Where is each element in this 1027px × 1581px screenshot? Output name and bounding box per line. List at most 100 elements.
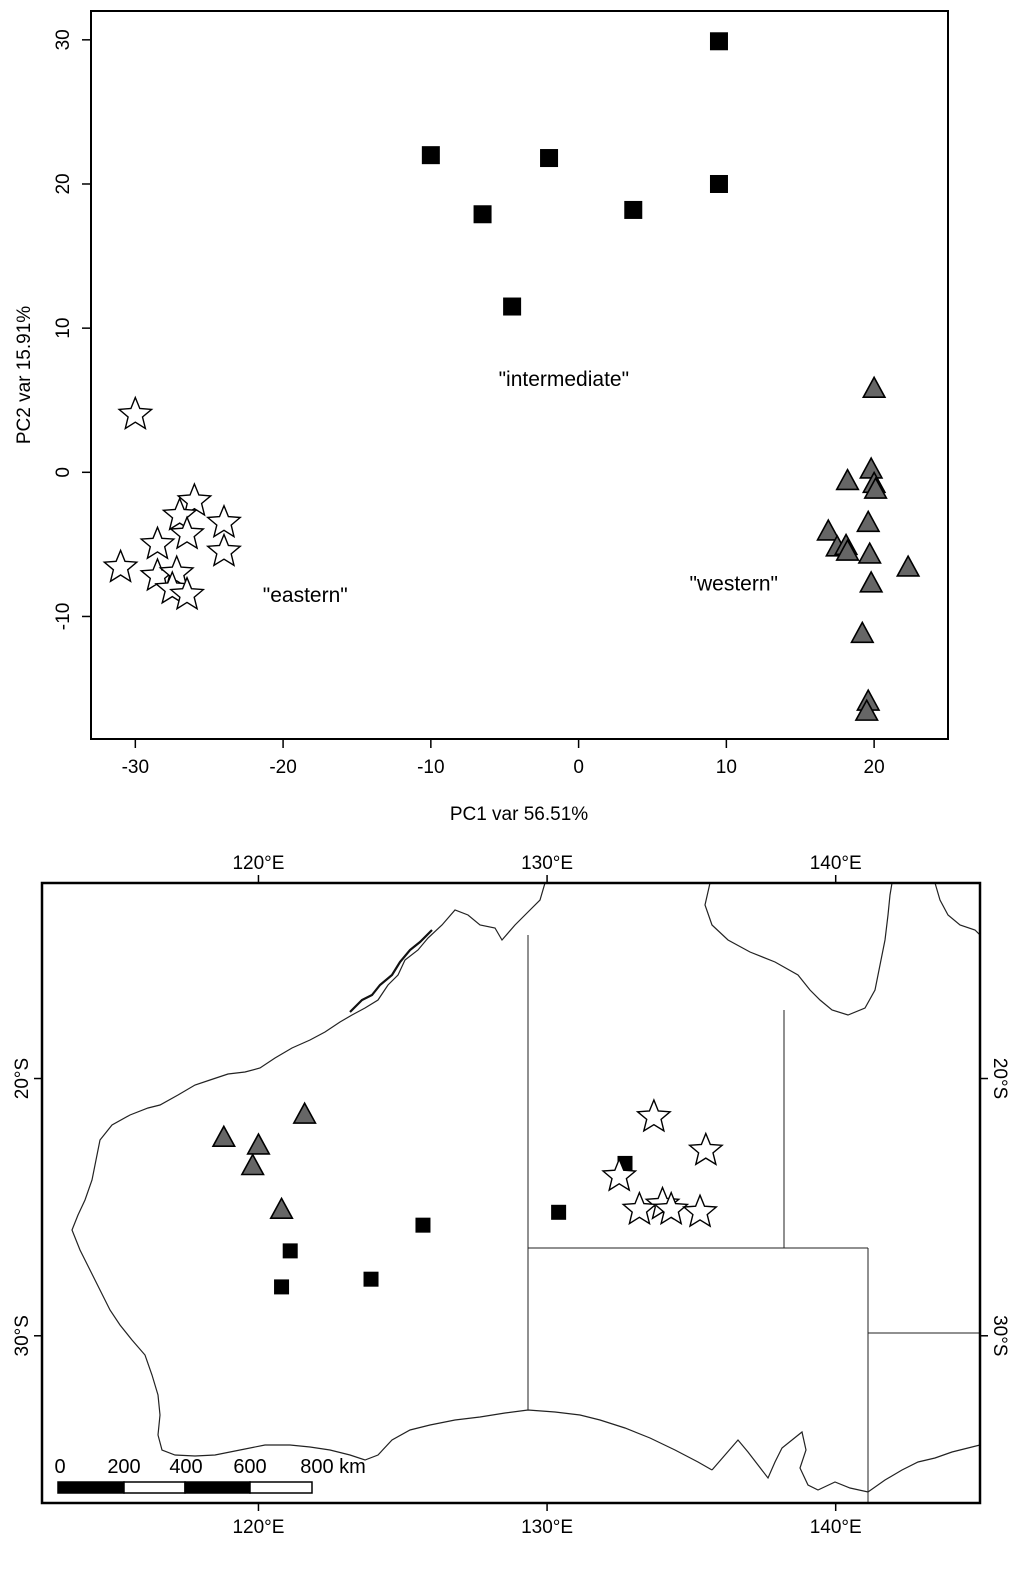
lat-tick-label-right: 20°S xyxy=(989,1058,1010,1099)
coastline-top-end xyxy=(704,883,893,1016)
pca-plot-frame xyxy=(90,10,949,740)
square-marker xyxy=(282,1243,298,1259)
square-marker xyxy=(421,146,440,165)
map-latitude-axis: 20°S 20°S 30°S 30°S xyxy=(12,1058,1010,1357)
star-marker xyxy=(139,525,176,560)
square-marker xyxy=(709,174,728,193)
cluster-label: "intermediate" xyxy=(499,368,629,391)
star-marker xyxy=(682,1193,719,1228)
y-tick-label: 10 xyxy=(53,318,74,339)
scale-bar-label: 800 km xyxy=(300,1456,366,1478)
map-sample-points xyxy=(211,1098,724,1295)
pca-y-axis: -10 0 10 20 30 xyxy=(53,29,91,630)
pca-x-axis-label: PC1 var 56.51% xyxy=(450,804,588,825)
star-marker xyxy=(601,1157,638,1192)
cluster-label: "eastern" xyxy=(263,584,348,607)
star-marker xyxy=(687,1131,724,1166)
triangle-marker xyxy=(816,518,841,541)
map-longitude-axis: 120°E 120°E 130°E 130°E 140°E 140°E xyxy=(232,853,861,1538)
triangle-marker xyxy=(861,375,887,399)
y-tick-label: 30 xyxy=(53,29,74,50)
square-marker xyxy=(709,32,728,51)
star-marker xyxy=(169,515,206,550)
scale-bar-label: 200 xyxy=(107,1456,140,1478)
x-tick-label: 10 xyxy=(716,757,737,778)
star-marker xyxy=(176,482,213,517)
x-tick-label: 0 xyxy=(573,757,584,778)
star-marker xyxy=(653,1190,690,1226)
lat-tick-label-left: 20°S xyxy=(12,1058,33,1099)
triangle-marker xyxy=(850,620,875,644)
x-tick-label: -20 xyxy=(269,757,296,778)
scale-bar-segment xyxy=(184,1481,251,1494)
star-marker xyxy=(635,1098,672,1133)
star-marker xyxy=(205,532,242,567)
lon-tick-label-top: 140°E xyxy=(810,853,862,874)
scale-bar: 0 200 400 600 800 km xyxy=(54,1456,366,1494)
coastline-kimberley-islands xyxy=(349,929,433,1013)
triangle-marker xyxy=(857,541,882,564)
scale-bar-segment xyxy=(249,1481,313,1494)
square-marker xyxy=(415,1217,431,1233)
lon-tick-label-top: 120°E xyxy=(232,853,284,874)
scale-bar-segment xyxy=(57,1481,125,1494)
star-marker xyxy=(102,548,139,583)
pca-scatter-panel: -30 -20 -10 0 10 20 -10 0 10 20 30 "intermediate"… xyxy=(14,10,949,825)
map-panel: 120°E 120°E 130°E 130°E 140°E 140°E 20°S 20°S 3… xyxy=(12,853,1010,1538)
lon-tick-label-bottom: 120°E xyxy=(232,1517,284,1538)
pca-x-axis: -30 -20 -10 0 10 20 xyxy=(122,739,885,778)
triangle-marker xyxy=(292,1101,317,1124)
scale-bar-label: 400 xyxy=(169,1456,202,1478)
pca-annotations: "intermediate" "eastern" "western" xyxy=(263,368,778,607)
triangle-marker xyxy=(835,538,860,561)
square-marker xyxy=(540,149,559,168)
square-marker xyxy=(503,297,522,316)
y-tick-label: 0 xyxy=(53,467,74,478)
scale-bar-label: 600 xyxy=(233,1456,266,1478)
square-marker xyxy=(274,1279,290,1295)
cluster-label: "western" xyxy=(690,573,778,596)
pca-points xyxy=(102,32,921,721)
scale-bar-segment xyxy=(123,1481,186,1494)
square-marker xyxy=(473,205,492,224)
triangle-marker xyxy=(240,1152,265,1176)
y-tick-label: 20 xyxy=(53,173,74,194)
lon-tick-label-bottom: 140°E xyxy=(810,1517,862,1538)
triangle-marker xyxy=(211,1124,236,1147)
star-marker xyxy=(158,554,195,589)
lon-tick-label-top: 130°E xyxy=(521,853,573,874)
square-marker xyxy=(363,1271,379,1287)
triangle-marker xyxy=(835,467,860,491)
pca-y-axis-label: PC2 var 15.91% xyxy=(14,306,35,444)
coastline-cape-york xyxy=(934,883,980,936)
star-marker xyxy=(205,503,242,539)
x-tick-label: 20 xyxy=(864,757,885,778)
map-frame xyxy=(40,881,982,1505)
triangle-marker xyxy=(854,698,879,721)
square-marker xyxy=(551,1204,567,1220)
square-marker xyxy=(624,200,643,219)
star-marker xyxy=(621,1190,658,1226)
x-tick-label: -30 xyxy=(122,757,149,778)
coastline-western-australia xyxy=(71,883,713,1471)
coastline-south-australia xyxy=(711,1430,980,1493)
star-marker xyxy=(117,395,154,431)
triangle-marker xyxy=(859,570,884,593)
lon-tick-label-bottom: 130°E xyxy=(521,1517,573,1538)
star-marker xyxy=(644,1185,681,1220)
scale-bar-label: 0 xyxy=(54,1456,65,1478)
lat-tick-label-right: 30°S xyxy=(989,1315,1010,1356)
lat-tick-label-left: 30°S xyxy=(12,1315,33,1356)
map-land xyxy=(71,883,980,1503)
star-marker xyxy=(161,496,198,531)
triangle-marker xyxy=(863,476,888,499)
triangle-marker xyxy=(246,1132,271,1155)
triangle-marker xyxy=(895,554,921,577)
star-marker xyxy=(169,575,206,611)
triangle-marker xyxy=(269,1196,294,1220)
triangle-marker xyxy=(856,509,881,533)
triangle-marker xyxy=(859,456,884,479)
x-tick-label: -10 xyxy=(417,757,444,778)
y-tick-label: -10 xyxy=(53,603,74,630)
